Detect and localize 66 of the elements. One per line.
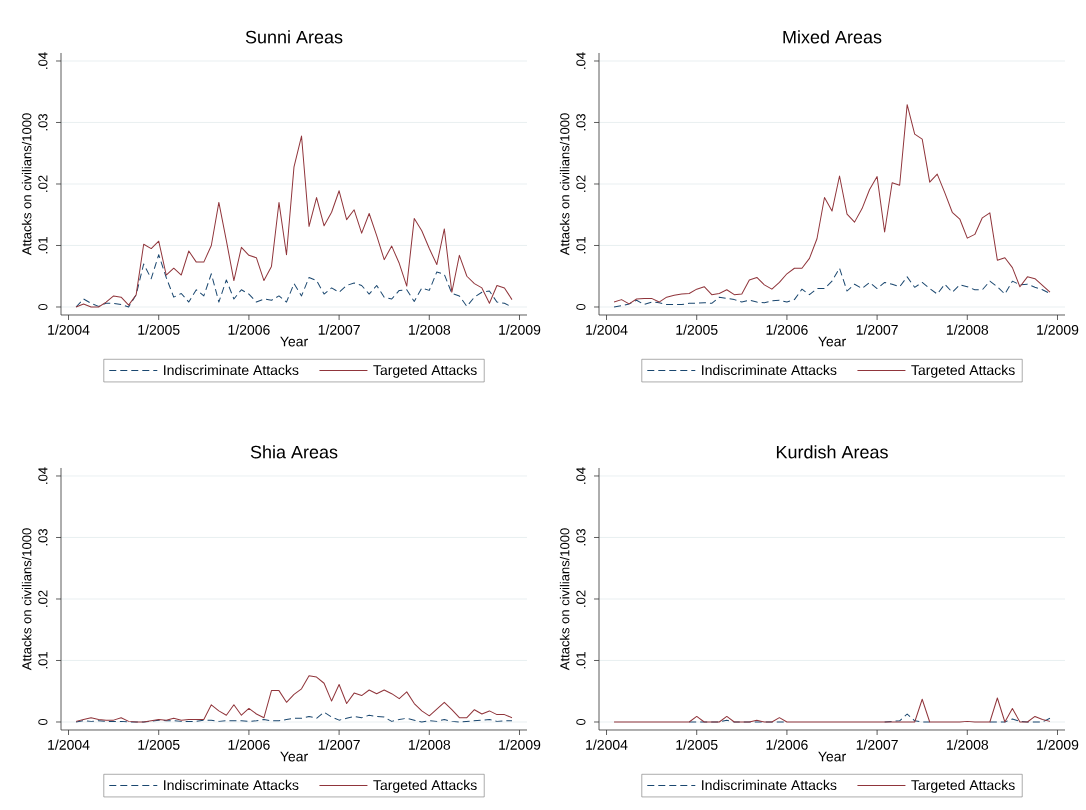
x-tick-label: 1/2007 bbox=[318, 739, 360, 750]
y-tick-label: .03 bbox=[38, 114, 48, 131]
y-tick-label: .01 bbox=[576, 237, 586, 254]
x-tick-label: 1/2004 bbox=[586, 739, 628, 750]
x-axis-title: Year bbox=[280, 336, 308, 347]
x-tick-label: 1/2006 bbox=[228, 324, 270, 335]
y-axis-title: Attacks on civilians/1000 bbox=[21, 113, 32, 256]
y-tick-label: .01 bbox=[38, 652, 48, 669]
legend-label: Targeted Attacks bbox=[911, 364, 1015, 378]
y-axis-title: Attacks on civilians/1000 bbox=[559, 528, 570, 671]
legend-label: Indiscriminate Attacks bbox=[164, 779, 299, 791]
x-tick-label: 1/2009 bbox=[1037, 324, 1079, 335]
y-axis-title: Attacks on civilians/1000 bbox=[559, 113, 570, 256]
y-tick-label: .01 bbox=[576, 652, 586, 669]
legend-label: Targeted Attacks bbox=[373, 779, 477, 793]
y-tick-label: .02 bbox=[576, 175, 586, 192]
y-tick-label: .04 bbox=[38, 467, 48, 484]
y-tick-label: .01 bbox=[38, 237, 48, 254]
legend-label: Targeted Attacks bbox=[373, 364, 477, 378]
y-tick-label: .03 bbox=[576, 114, 586, 131]
y-tick-label: .02 bbox=[38, 175, 48, 192]
x-tick-label: 1/2005 bbox=[676, 324, 718, 335]
chart-title: Kurdish Areas bbox=[776, 445, 888, 459]
y-tick-label: .02 bbox=[576, 590, 586, 607]
line-series bbox=[613, 104, 1051, 305]
x-tick-label: 1/2007 bbox=[856, 739, 898, 750]
line-series bbox=[75, 135, 513, 308]
x-tick-label: 1/2008 bbox=[408, 739, 451, 750]
x-tick-label: 1/2004 bbox=[48, 324, 90, 335]
x-tick-label: 1/2006 bbox=[228, 739, 270, 750]
y-tick-label: 0 bbox=[38, 303, 48, 311]
x-tick-label: 1/2006 bbox=[766, 739, 808, 750]
x-axis-title: Year bbox=[818, 751, 846, 762]
y-tick-label: .03 bbox=[38, 529, 48, 546]
x-tick-label: 1/2006 bbox=[766, 324, 808, 335]
x-tick-label: 1/2009 bbox=[499, 739, 541, 750]
x-tick-label: 1/2009 bbox=[499, 324, 541, 335]
x-tick-label: 1/2004 bbox=[586, 324, 628, 335]
chart-title: Shia Areas bbox=[250, 445, 338, 459]
x-axis-title: Year bbox=[280, 751, 308, 762]
legend-label: Indiscriminate Attacks bbox=[164, 364, 299, 376]
y-tick-label: .04 bbox=[38, 52, 48, 69]
y-tick-label: .02 bbox=[38, 590, 48, 607]
x-axis-title: Year bbox=[818, 336, 846, 347]
x-tick-label: 1/2008 bbox=[946, 739, 989, 750]
x-tick-label: 1/2009 bbox=[1037, 739, 1079, 750]
x-tick-label: 1/2005 bbox=[138, 324, 180, 335]
chart-title: Sunni Areas bbox=[245, 30, 343, 44]
x-tick-label: 1/2005 bbox=[138, 739, 180, 750]
legend-label: Targeted Attacks bbox=[911, 779, 1015, 793]
y-axis-title: Attacks on civilians/1000 bbox=[21, 528, 32, 671]
legend-label: Indiscriminate Attacks bbox=[702, 779, 837, 791]
x-tick-label: 1/2008 bbox=[946, 324, 989, 335]
x-tick-label: 1/2005 bbox=[676, 739, 718, 750]
x-tick-label: 1/2007 bbox=[856, 324, 898, 335]
x-tick-label: 1/2008 bbox=[408, 324, 451, 335]
x-tick-label: 1/2007 bbox=[318, 324, 360, 335]
y-tick-label: .04 bbox=[576, 52, 586, 69]
y-tick-label: 0 bbox=[38, 718, 48, 726]
legend-label: Indiscriminate Attacks bbox=[702, 364, 837, 376]
y-tick-label: .04 bbox=[576, 467, 586, 484]
y-tick-label: 0 bbox=[576, 718, 586, 726]
y-tick-label: .03 bbox=[576, 529, 586, 546]
x-tick-label: 1/2004 bbox=[48, 739, 90, 750]
y-tick-label: 0 bbox=[576, 303, 586, 311]
chart-title: Mixed Areas bbox=[783, 30, 882, 44]
